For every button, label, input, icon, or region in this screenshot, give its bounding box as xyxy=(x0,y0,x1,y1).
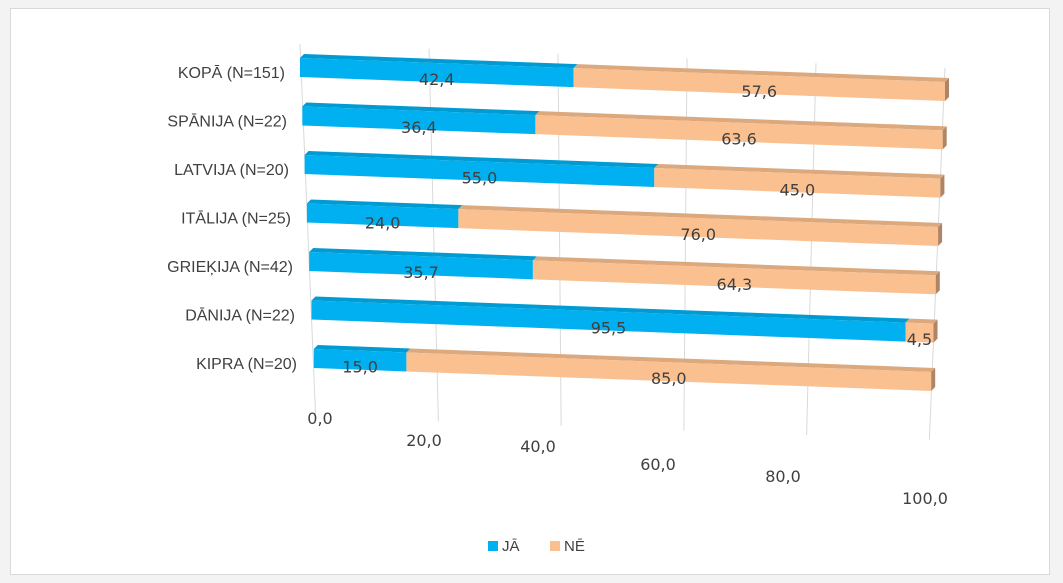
data-label: 63,6 xyxy=(721,130,757,149)
bar-top-face xyxy=(300,54,578,69)
data-label: 76,0 xyxy=(680,225,716,244)
bar-segment xyxy=(573,68,945,101)
bar-top-face xyxy=(302,102,540,116)
data-labels: 42,4 57,6 36,4 63,6 55,0 45,0 24,0 76,0 35,7 64,3… xyxy=(342,70,932,388)
legend-entry: NĒ xyxy=(564,538,585,555)
bar-top-face xyxy=(573,64,949,82)
data-label: 36,4 xyxy=(401,118,437,137)
category-label: GRIEĶIJA (N=42) xyxy=(167,259,293,276)
category-label: SPĀNIJA (N=22) xyxy=(167,113,287,131)
bars xyxy=(300,54,949,391)
bar-segment xyxy=(654,168,941,198)
bar-top-face xyxy=(532,256,940,276)
bar-end-face xyxy=(940,174,945,198)
bar-end-face xyxy=(942,126,947,150)
data-label: 45,0 xyxy=(780,180,816,199)
data-label: 64,3 xyxy=(717,275,753,294)
bar-end-face xyxy=(933,319,938,343)
category-label: DĀNIJA (N=22) xyxy=(185,307,295,325)
data-label: 55,0 xyxy=(462,169,498,188)
data-label: 57,6 xyxy=(741,82,777,101)
bar-segment xyxy=(302,106,536,135)
bar-segment xyxy=(406,352,932,391)
data-label: 15,0 xyxy=(342,358,378,377)
bar-top-face xyxy=(311,296,910,323)
bar-segment xyxy=(313,349,407,372)
bar-end-face xyxy=(935,271,940,295)
bar-top-face xyxy=(458,205,943,227)
data-label: 35,7 xyxy=(403,263,439,282)
gridline xyxy=(299,43,317,417)
legend: JĀ NĒ xyxy=(488,538,585,555)
data-label: 4,5 xyxy=(907,330,932,349)
bar-top-face xyxy=(654,164,945,179)
bar-segment xyxy=(535,115,943,150)
category-label: KIPRA (N=20) xyxy=(196,356,297,373)
data-label: 24,0 xyxy=(365,213,401,232)
x-tick-label: 0,0 xyxy=(307,409,332,428)
bar-segment xyxy=(905,322,934,343)
x-tick-label: 80,0 xyxy=(765,467,801,486)
bar-top-face xyxy=(306,199,463,210)
bar-top-face xyxy=(905,318,938,324)
bar-top-face xyxy=(535,111,947,131)
legend-swatch xyxy=(488,541,498,551)
x-tick-label: 20,0 xyxy=(406,431,442,450)
x-tick-label: 100,0 xyxy=(902,489,948,508)
category-labels: KOPĀ (N=151) SPĀNIJA (N=22) LATVIJA (N=20)… xyxy=(167,64,297,373)
bar-segment xyxy=(306,203,459,229)
data-label: 42,4 xyxy=(419,70,455,89)
bar-end-face xyxy=(931,367,936,391)
bar-top-face xyxy=(313,345,411,353)
category-label: KOPĀ (N=151) xyxy=(178,64,285,82)
bar-top-face xyxy=(304,151,659,169)
bar-segment xyxy=(309,252,533,280)
bar-segment xyxy=(304,155,655,188)
category-label: ITĀLIJA (N=25) xyxy=(181,210,291,228)
bar-segment xyxy=(300,58,574,88)
bar-end-face xyxy=(945,77,949,101)
bar-top-face xyxy=(309,248,537,261)
x-tick-label: 60,0 xyxy=(640,455,676,474)
legend-swatch xyxy=(550,541,560,551)
bar-top-face xyxy=(406,348,936,372)
bar-segment xyxy=(458,209,939,246)
bar-segment xyxy=(532,260,936,295)
bar-segment xyxy=(311,300,906,342)
legend-entry: JĀ xyxy=(502,538,520,555)
x-tick-label: 40,0 xyxy=(520,437,556,456)
data-label: 95,5 xyxy=(591,319,627,338)
bar-end-face xyxy=(938,222,943,246)
category-label: LATVIJA (N=20) xyxy=(174,162,289,179)
x-axis-tick-labels: 0,0 20,0 40,0 60,0 80,0 100,0 xyxy=(307,409,948,508)
data-label: 85,0 xyxy=(651,369,687,388)
